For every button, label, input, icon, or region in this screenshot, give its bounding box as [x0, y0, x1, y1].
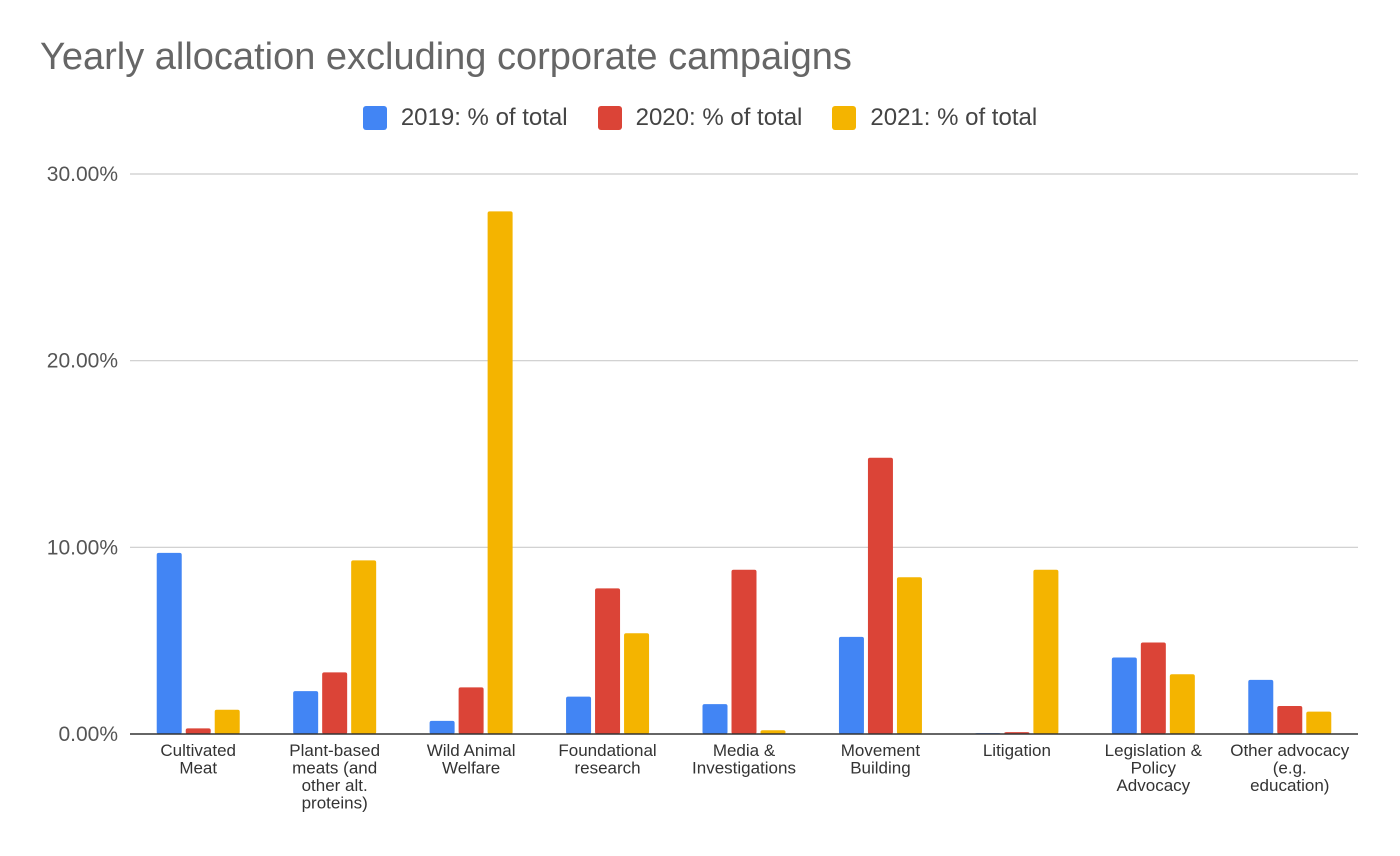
bar: [867, 457, 893, 734]
bar: [1111, 657, 1137, 734]
legend-swatch-2019: [362, 106, 387, 130]
y-tick-label: 30.00%: [47, 163, 118, 186]
bar: [838, 636, 864, 734]
bar: [760, 730, 786, 734]
x-tick-label: Movement: [841, 741, 921, 760]
bar: [429, 720, 455, 734]
legend-item-2021: 2021: % of total: [832, 104, 1037, 132]
bar: [624, 633, 650, 734]
bar: [156, 552, 182, 734]
bar: [1033, 569, 1059, 734]
x-tick-label: Foundational: [558, 741, 656, 760]
x-tick-label: Plant-based: [289, 741, 380, 760]
x-tick-label: (e.g.: [1273, 759, 1307, 778]
y-tick-label: 20.00%: [47, 350, 118, 373]
y-tick-label: 0.00%: [58, 723, 118, 746]
bar: [1306, 711, 1332, 734]
x-tick-label: research: [574, 759, 640, 778]
bar: [185, 728, 211, 734]
x-tick-label: Policy: [1131, 759, 1177, 778]
y-tick-label: 10.00%: [47, 536, 118, 559]
x-tick-label: Meat: [179, 759, 217, 778]
bar: [351, 560, 377, 734]
x-tick-label: education): [1250, 776, 1329, 795]
x-tick-label: Other advocacy: [1230, 741, 1350, 760]
bar: [702, 704, 728, 734]
x-tick-label: Building: [850, 759, 911, 778]
legend-swatch-2020: [597, 106, 622, 130]
bar: [566, 696, 592, 734]
x-tick-label: other alt.: [302, 776, 368, 795]
bar: [731, 569, 757, 734]
bar: [1248, 679, 1274, 734]
legend-item-2020: 2020: % of total: [597, 104, 803, 132]
x-tick-label: Litigation: [983, 741, 1051, 760]
legend-label-2019: 2019: % of total: [400, 104, 568, 131]
bar: [1140, 642, 1166, 734]
bar: [1169, 674, 1195, 734]
legend: 2019: % of total 2020: % of total 2021: …: [0, 104, 1400, 132]
bar: [458, 687, 484, 734]
legend-swatch-2021: [832, 106, 857, 130]
legend-label-2020: 2020: % of total: [635, 104, 803, 131]
x-tick-label: Media &: [713, 741, 776, 760]
bar: [487, 211, 513, 735]
bar: [293, 691, 319, 734]
x-tick-label: Investigations: [692, 759, 796, 778]
bar: [595, 588, 621, 734]
legend-item-2019: 2019: % of total: [362, 104, 568, 132]
bar: [214, 709, 240, 734]
legend-label-2021: 2021: % of total: [870, 104, 1038, 131]
x-tick-label: Legislation &: [1105, 741, 1203, 760]
bar: [1277, 706, 1303, 734]
x-tick-label: proteins): [302, 794, 368, 813]
x-tick-label: meats (and: [292, 759, 377, 778]
chart-title: Yearly allocation excluding corporate ca…: [40, 36, 852, 78]
x-tick-label: Welfare: [442, 759, 500, 778]
bar: [322, 672, 348, 734]
x-tick-label: Cultivated: [160, 741, 236, 760]
x-tick-label: Wild Animal: [427, 741, 516, 760]
bar: [896, 577, 922, 734]
x-tick-label: Advocacy: [1116, 776, 1190, 795]
